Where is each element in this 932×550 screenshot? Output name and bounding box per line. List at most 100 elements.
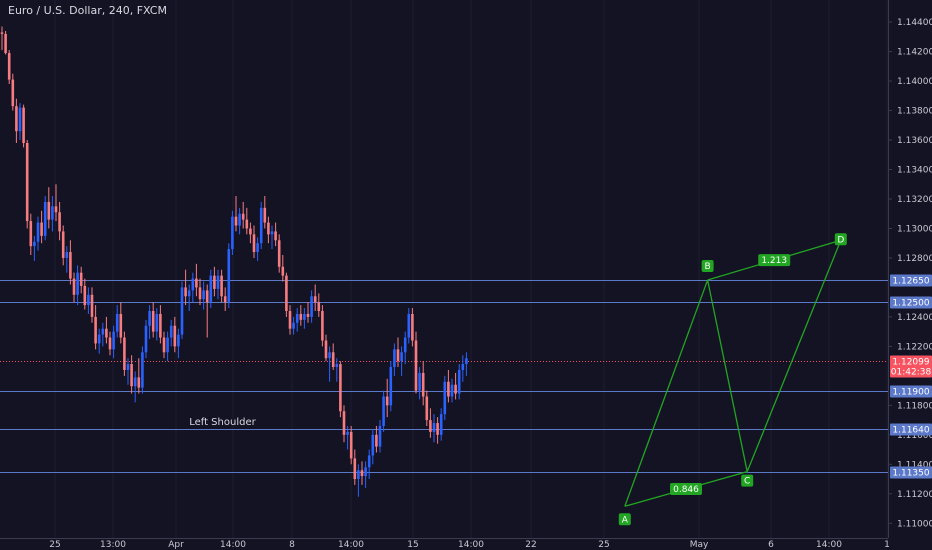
candle-bearish <box>4 33 7 54</box>
candle-bearish <box>375 434 378 447</box>
candle-bullish <box>457 369 461 394</box>
candle-bearish <box>342 411 346 435</box>
price-tick-label: 1.11200 <box>897 490 932 500</box>
time-axis[interactable]: 25 13:00 Apr 14:00 8 14:00 15 14:00 22 25 May 6 14:0… <box>49 540 890 550</box>
pattern-leg-line[interactable] <box>624 279 709 507</box>
candle-bearish <box>7 53 11 80</box>
candle-bearish <box>0 32 4 34</box>
candle-bullish <box>367 455 371 468</box>
candle-bearish <box>414 340 418 391</box>
time-tick-label: 22 <box>525 540 536 550</box>
candle-bullish <box>465 358 468 365</box>
candle-bearish <box>195 278 198 288</box>
candle-bullish <box>346 431 349 435</box>
chart-title: Euro / U.S. Dollar, 240, FXCM <box>8 4 167 17</box>
annotations: Left Shoulder <box>189 417 256 428</box>
level-price-badge <box>890 466 932 479</box>
candle-bullish <box>209 275 213 303</box>
candles <box>0 26 468 497</box>
candle-bullish <box>169 325 173 338</box>
candle-bearish <box>123 337 126 370</box>
candle-bearish <box>198 287 202 300</box>
candle-bearish <box>277 240 281 267</box>
pattern-point-label: D <box>837 235 844 245</box>
price-tick-label: 1.11000 <box>897 519 932 529</box>
bar-countdown-label: 01:42:38 <box>891 368 932 378</box>
candle-bullish <box>303 313 306 320</box>
candle-bullish <box>51 206 54 220</box>
price-tick-label: 1.12200 <box>897 342 932 352</box>
candle-bearish <box>396 349 400 362</box>
candle-bearish <box>299 313 303 320</box>
candle-bullish <box>432 423 436 432</box>
candle-bearish <box>436 423 439 435</box>
candle-bullish <box>328 352 331 359</box>
level-price-label: 1.12500 <box>892 299 929 309</box>
candle-bearish <box>360 470 364 477</box>
candle-bearish <box>61 231 65 258</box>
price-tick-label: 1.11800 <box>897 401 932 411</box>
candle-bearish <box>274 231 277 241</box>
price-badges: 1.12650 1.12500 1.11900 1.11640 1.11350 1.120… <box>890 274 932 479</box>
candle-bearish <box>349 431 353 459</box>
time-tick-label: 6 <box>768 540 774 550</box>
candle-bearish <box>220 275 223 297</box>
candle-bullish <box>450 384 454 397</box>
level-price-badge <box>890 274 932 287</box>
candle-bearish <box>79 272 83 286</box>
price-tick-label: 1.12800 <box>897 254 932 264</box>
price-tick-label: 1.14400 <box>897 18 932 28</box>
current-price-label: 1.12099 <box>892 358 929 368</box>
pattern-leg-line[interactable] <box>706 279 748 472</box>
abcd-pattern[interactable]: 0.846 1.213 A B C D <box>618 233 847 526</box>
current-price-badge <box>890 355 932 378</box>
time-tick-label: 14:00 <box>220 540 246 550</box>
pattern-leg-line[interactable] <box>746 240 842 472</box>
candle-bullish <box>227 249 231 303</box>
candle-bullish <box>231 216 234 250</box>
candle-bearish <box>29 221 33 247</box>
candle-bearish <box>90 294 94 317</box>
level-price-label: 1.12650 <box>892 277 929 287</box>
candle-bullish <box>393 349 396 368</box>
price-tick-label: 1.13400 <box>897 166 932 176</box>
candle-bearish <box>205 290 209 303</box>
candle-bullish <box>180 287 184 335</box>
time-tick-label: 13:00 <box>100 540 126 550</box>
candle-bearish <box>69 252 72 279</box>
level-price-badge <box>890 423 932 436</box>
candle-bearish <box>162 337 166 353</box>
candle-bearish <box>288 311 292 329</box>
candle-bearish <box>324 340 328 359</box>
candle-bearish <box>151 311 155 332</box>
pattern-point-box <box>618 513 631 526</box>
price-tick-label: 1.14200 <box>897 48 932 58</box>
time-tick-label: 25 <box>49 540 60 550</box>
time-tick-label: 25 <box>598 540 609 550</box>
candle-bullish <box>418 372 421 391</box>
time-tick-label: May <box>690 540 709 550</box>
ratio-label-box <box>758 254 791 267</box>
time-tick-label: 1 <box>884 540 890 550</box>
candle-bearish <box>137 377 141 388</box>
candle-bullish <box>33 241 36 247</box>
candle-bearish <box>241 213 245 220</box>
time-tick-label: 15 <box>407 540 418 550</box>
price-tick-label: 1.13800 <box>897 107 932 117</box>
ratio-label: 0.846 <box>673 485 699 495</box>
candle-bearish <box>11 79 15 107</box>
candle-bearish <box>173 325 177 347</box>
candle-bearish <box>411 313 414 341</box>
candle-bearish <box>58 212 61 232</box>
candle-bearish <box>313 296 317 303</box>
candle-bearish <box>317 302 321 312</box>
candle-bearish <box>421 372 425 397</box>
candle-bullish <box>155 313 159 332</box>
candle-bullish <box>371 434 375 456</box>
candle-bullish <box>133 377 137 387</box>
candle-bearish <box>252 234 256 253</box>
price-axis[interactable]: 1.14400 1.14200 1.14000 1.13800 1.13600 1.134… <box>888 18 932 529</box>
candle-bearish <box>263 207 267 223</box>
